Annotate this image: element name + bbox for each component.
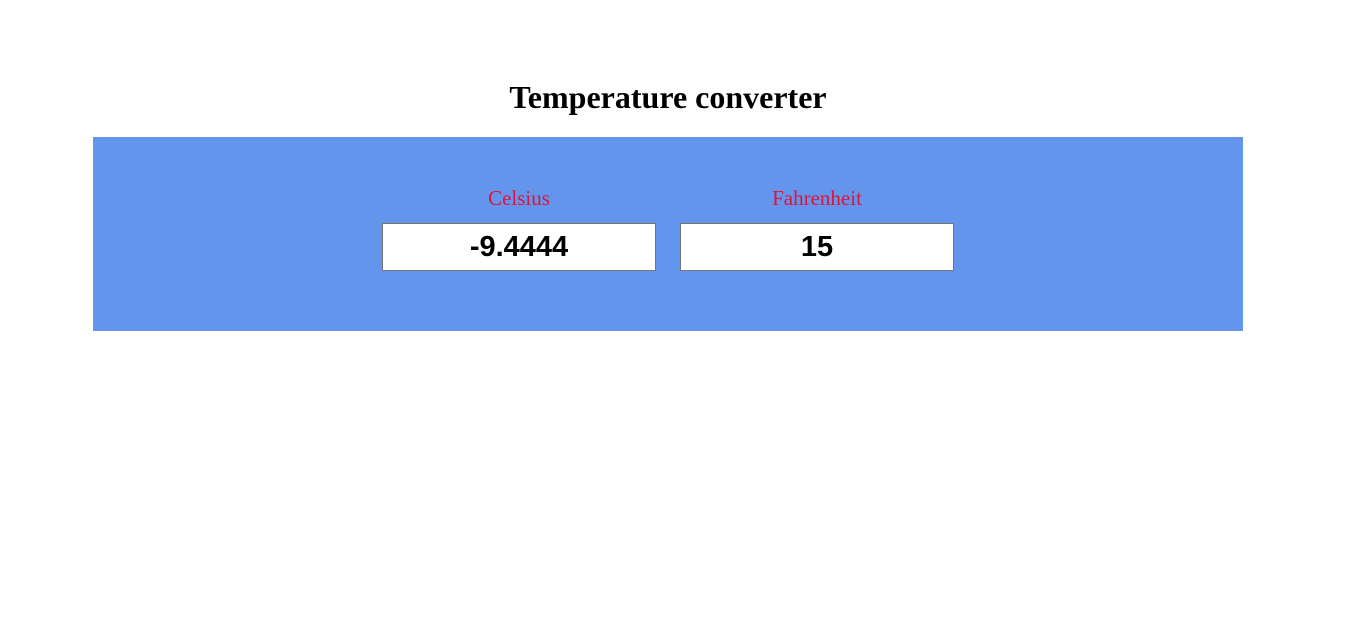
celsius-field-group: Celsius xyxy=(382,185,656,271)
celsius-label: Celsius xyxy=(488,186,550,210)
fahrenheit-input[interactable] xyxy=(680,223,954,271)
page-title: Temperature converter xyxy=(509,79,827,115)
fahrenheit-label: Fahrenheit xyxy=(772,186,862,210)
celsius-input[interactable] xyxy=(382,223,656,271)
fahrenheit-field-group: Fahrenheit xyxy=(680,185,954,271)
converter-panel: Celsius Fahrenheit xyxy=(93,137,1243,331)
